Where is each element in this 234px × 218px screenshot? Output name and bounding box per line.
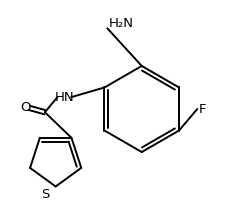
Text: H₂N: H₂N [108, 17, 133, 31]
Text: S: S [41, 187, 49, 201]
Text: F: F [198, 102, 206, 116]
Text: O: O [20, 101, 31, 114]
Text: HN: HN [55, 91, 74, 104]
